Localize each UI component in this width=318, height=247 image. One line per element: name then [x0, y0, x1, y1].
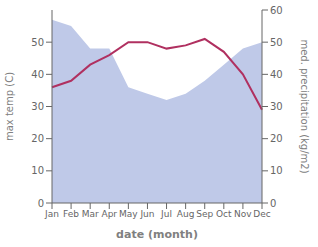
- svg-text:20: 20: [270, 133, 283, 144]
- svg-text:med. precipitation (kg/m2): med. precipitation (kg/m2): [299, 39, 310, 173]
- svg-text:0: 0: [270, 198, 276, 209]
- svg-text:30: 30: [31, 101, 44, 112]
- svg-text:10: 10: [270, 165, 283, 176]
- svg-text:10: 10: [31, 165, 44, 176]
- svg-text:May: May: [119, 209, 138, 219]
- svg-text:50: 50: [270, 37, 283, 48]
- svg-text:60: 60: [270, 5, 283, 16]
- svg-text:0: 0: [38, 198, 44, 209]
- svg-text:Nov: Nov: [234, 209, 252, 219]
- svg-text:Sep: Sep: [196, 209, 213, 219]
- svg-text:50: 50: [31, 37, 44, 48]
- svg-text:Oct: Oct: [216, 209, 232, 219]
- svg-text:Jun: Jun: [139, 209, 154, 219]
- svg-text:Feb: Feb: [63, 209, 79, 219]
- svg-text:Dec: Dec: [253, 209, 270, 219]
- svg-text:30: 30: [270, 101, 283, 112]
- svg-text:max temp (C): max temp (C): [8, 72, 15, 141]
- svg-text:Jan: Jan: [44, 209, 59, 219]
- svg-text:Mar: Mar: [82, 209, 99, 219]
- svg-text:Aug: Aug: [177, 209, 195, 219]
- svg-text:40: 40: [270, 69, 283, 80]
- svg-text:Apr: Apr: [101, 209, 117, 219]
- svg-text:40: 40: [31, 69, 44, 80]
- svg-text:Jul: Jul: [160, 209, 172, 219]
- svg-text:20: 20: [31, 133, 44, 144]
- svg-text:date (month): date (month): [116, 228, 198, 241]
